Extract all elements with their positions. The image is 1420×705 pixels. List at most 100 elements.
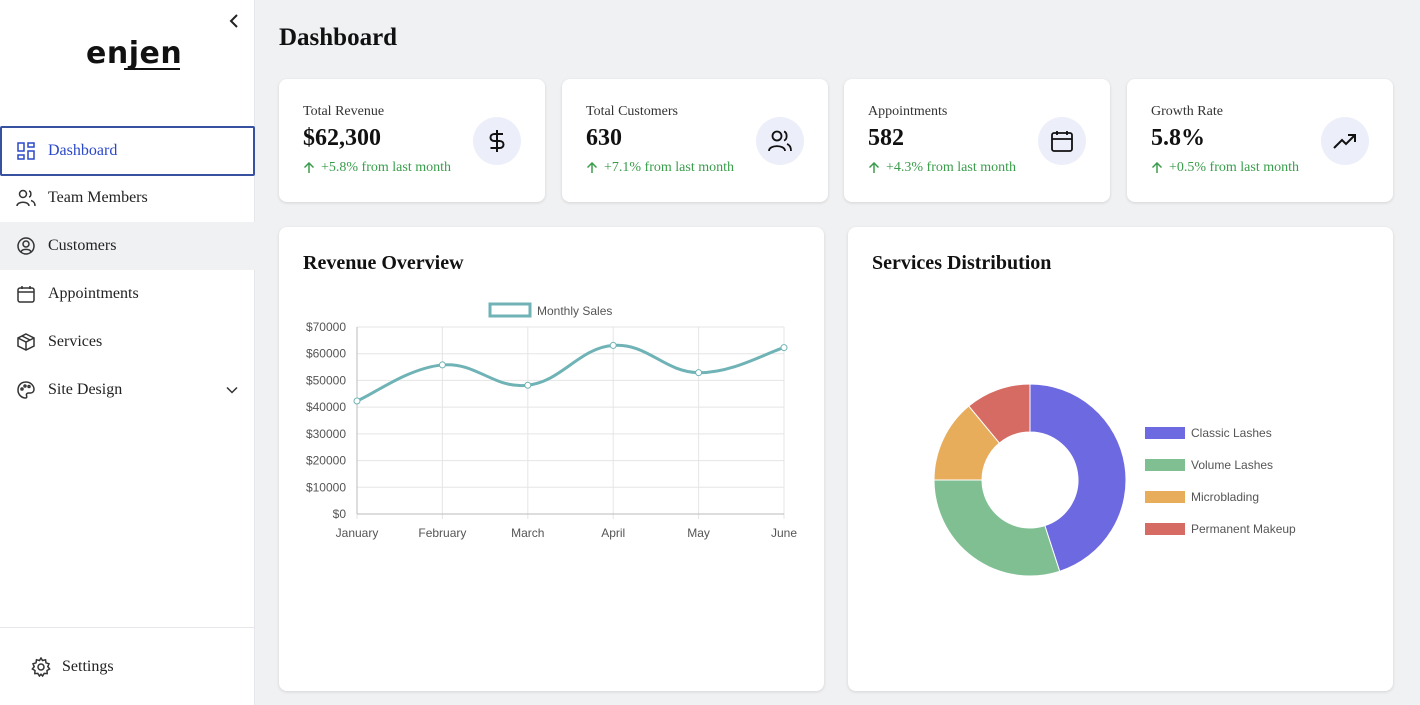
legend-label: Classic Lashes: [1191, 426, 1272, 440]
gear-icon: [30, 656, 52, 678]
sidebar-item-label: Team Members: [48, 189, 148, 206]
data-point: [609, 341, 617, 349]
settings-link[interactable]: Settings: [30, 656, 114, 678]
sidebar-item-label: Customers: [48, 237, 117, 254]
arrow-up-icon: [868, 162, 880, 173]
data-point: [695, 369, 703, 377]
palette-icon: [16, 380, 36, 400]
logo-text: enjen: [86, 36, 183, 71]
stat-card-growth-rate: Growth Rate 5.8% +0.5% from last month: [1127, 79, 1393, 202]
legend-label: Monthly Sales: [537, 304, 612, 318]
y-tick-label: $50000: [306, 373, 346, 387]
y-tick-label: $40000: [306, 400, 346, 414]
stat-change-text: +0.5% from last month: [1169, 160, 1299, 175]
sidebar-footer: Settings: [0, 627, 255, 705]
stat-label: Total Customers: [586, 104, 678, 119]
y-tick-label: $0: [333, 507, 347, 521]
sidebar-item-dashboard[interactable]: Dashboard: [0, 126, 255, 176]
package-icon: [16, 332, 36, 352]
chevron-left-icon: [229, 14, 238, 28]
slice-classic-lashes: [1029, 383, 1127, 572]
stat-change: +7.1% from last month: [586, 160, 734, 176]
data-point: [353, 397, 361, 405]
revenue-overview-panel: Revenue Overview Monthly Sales $0 $10000 $2…: [279, 227, 824, 691]
data-point: [780, 344, 788, 352]
dollar-icon: [473, 117, 521, 165]
sidebar-item-label: Services: [48, 333, 103, 350]
sidebar: enjen Dashboard Team Members Customers A…: [0, 0, 255, 705]
dashboard-grid-icon: [16, 141, 36, 161]
legend-swatch: [1145, 491, 1185, 503]
sidebar-item-team-members[interactable]: Team Members: [0, 174, 255, 222]
y-tick-label: $70000: [306, 320, 346, 334]
y-tick-label: $60000: [306, 347, 346, 361]
sidebar-item-services[interactable]: Services: [0, 318, 255, 366]
stat-value: 5.8%: [1151, 125, 1205, 151]
y-tick-label: $30000: [306, 427, 346, 441]
panel-title: Revenue Overview: [303, 252, 464, 274]
sidebar-item-label: Appointments: [48, 285, 139, 302]
legend-swatch: [488, 302, 532, 318]
x-tick-label: May: [687, 526, 710, 540]
x-tick-label: March: [511, 526, 544, 540]
sidebar-item-customers[interactable]: Customers: [0, 222, 255, 270]
legend-swatch: [1145, 523, 1185, 535]
stat-change-text: +5.8% from last month: [321, 160, 451, 175]
chevron-down-icon[interactable]: [225, 383, 239, 397]
x-tick-label: June: [771, 526, 797, 540]
stat-change-text: +7.1% from last month: [604, 160, 734, 175]
slice-volume-lashes: [933, 479, 1061, 577]
stat-label: Total Revenue: [303, 104, 385, 119]
stat-value: 630: [586, 125, 622, 151]
legend-label: Volume Lashes: [1191, 458, 1273, 472]
arrow-up-icon: [1151, 162, 1163, 173]
stat-value: 582: [868, 125, 904, 151]
legend-label: Microblading: [1191, 490, 1259, 504]
revenue-line-chart[interactable]: Monthly Sales $0 $10000 $20000 $30000 $40000 $…: [279, 287, 824, 627]
series-line-monthly-sales: [356, 343, 785, 403]
stat-change: +4.3% from last month: [868, 160, 1016, 176]
collapse-sidebar-button[interactable]: [225, 12, 243, 30]
sidebar-item-label: Dashboard: [48, 142, 118, 159]
arrow-up-icon: [586, 162, 598, 173]
chart-legend: Monthly Sales: [488, 302, 612, 318]
stat-value: $62,300: [303, 125, 381, 151]
x-tick-label: January: [336, 526, 379, 540]
panel-title: Services Distribution: [872, 252, 1052, 274]
y-tick-label: $10000: [306, 480, 346, 494]
app-logo[interactable]: enjen: [86, 36, 182, 72]
stat-change-text: +4.3% from last month: [886, 160, 1016, 175]
legend-swatch: [1145, 427, 1185, 439]
stat-change: +5.8% from last month: [303, 160, 451, 176]
sidebar-item-site-design[interactable]: Site Design: [0, 366, 255, 414]
data-point: [524, 381, 532, 389]
stat-label: Appointments: [868, 104, 948, 119]
sidebar-item-label: Site Design: [48, 381, 123, 398]
stat-change: +0.5% from last month: [1151, 160, 1299, 176]
slice-permanent-makeup: [968, 383, 1031, 444]
stat-label: Growth Rate: [1151, 104, 1223, 119]
stat-card-total-revenue: Total Revenue $62,300 +5.8% from last mo…: [279, 79, 545, 202]
x-tick-label: February: [418, 526, 466, 540]
sidebar-nav: Dashboard Team Members Customers Appoint…: [0, 126, 255, 414]
users-icon: [16, 188, 36, 208]
stat-card-total-customers: Total Customers 630 +7.1% from last mont…: [562, 79, 828, 202]
arrow-up-icon: [303, 162, 315, 173]
trending-up-icon: [1321, 117, 1369, 165]
page-title: Dashboard: [279, 24, 398, 51]
chart-legend: Classic Lashes Volume Lashes Microblading P…: [1145, 426, 1296, 536]
x-tick-label: April: [601, 526, 625, 540]
services-donut-chart[interactable]: Classic Lashes Volume Lashes Microblading P…: [848, 287, 1393, 667]
users-icon: [756, 117, 804, 165]
services-distribution-panel: Services Distribution Classic Lashes Volu…: [848, 227, 1393, 691]
calendar-icon: [1038, 117, 1086, 165]
legend-label: Permanent Makeup: [1191, 522, 1296, 536]
settings-label: Settings: [62, 658, 114, 675]
user-circle-icon: [16, 236, 36, 256]
y-tick-label: $20000: [306, 454, 346, 468]
data-point: [438, 361, 446, 369]
legend-swatch: [1145, 459, 1185, 471]
calendar-icon: [16, 284, 36, 304]
sidebar-item-appointments[interactable]: Appointments: [0, 270, 255, 318]
stat-card-appointments: Appointments 582 +4.3% from last month: [844, 79, 1110, 202]
